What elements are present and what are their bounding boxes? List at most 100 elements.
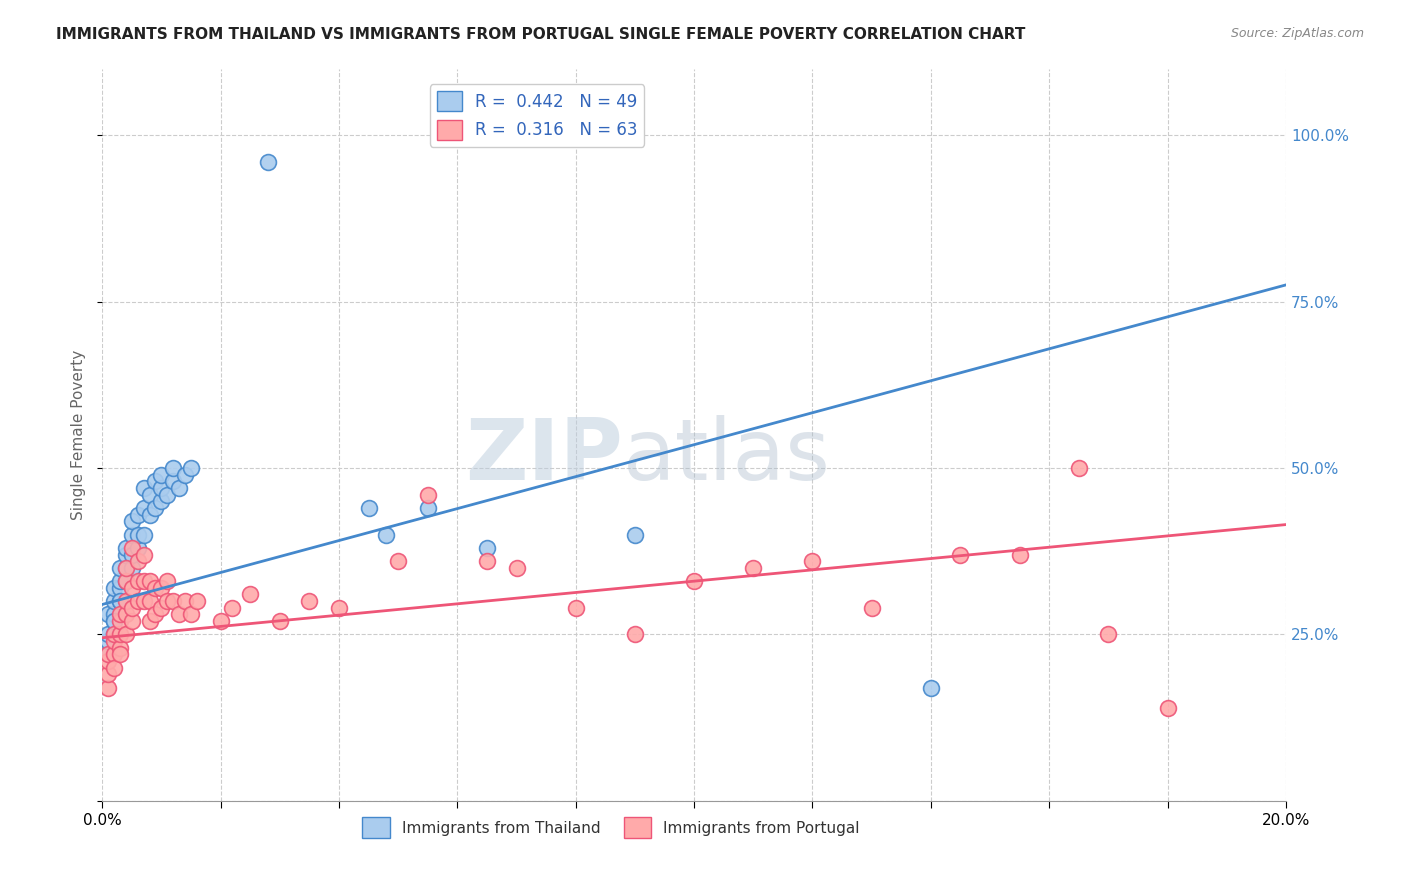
Point — [801, 554, 824, 568]
Point — [121, 614, 143, 628]
Point — [860, 600, 883, 615]
Point — [103, 627, 125, 641]
Point — [103, 648, 125, 662]
Point — [138, 508, 160, 522]
Point — [132, 574, 155, 589]
Point — [145, 607, 167, 622]
Text: atlas: atlas — [623, 415, 831, 498]
Point — [127, 594, 149, 608]
Text: ZIP: ZIP — [465, 415, 623, 498]
Point — [150, 467, 173, 482]
Point — [127, 508, 149, 522]
Point — [115, 574, 138, 589]
Point — [328, 600, 350, 615]
Point — [97, 627, 120, 641]
Point — [108, 648, 131, 662]
Point — [103, 661, 125, 675]
Point — [145, 500, 167, 515]
Point — [624, 527, 647, 541]
Point — [920, 681, 942, 695]
Point — [505, 561, 527, 575]
Point — [121, 561, 143, 575]
Point — [108, 594, 131, 608]
Point — [108, 581, 131, 595]
Point — [138, 614, 160, 628]
Point — [97, 654, 120, 668]
Point — [138, 574, 160, 589]
Point — [132, 527, 155, 541]
Point — [150, 481, 173, 495]
Point — [257, 154, 280, 169]
Point — [108, 594, 131, 608]
Point — [138, 488, 160, 502]
Point — [121, 581, 143, 595]
Point — [156, 574, 179, 589]
Point — [132, 500, 155, 515]
Point — [174, 594, 197, 608]
Point — [150, 494, 173, 508]
Point — [127, 541, 149, 555]
Point — [127, 527, 149, 541]
Point — [127, 574, 149, 589]
Point — [949, 548, 972, 562]
Text: Source: ZipAtlas.com: Source: ZipAtlas.com — [1230, 27, 1364, 40]
Point — [180, 607, 202, 622]
Point — [1156, 700, 1178, 714]
Point — [132, 594, 155, 608]
Point — [121, 600, 143, 615]
Point — [121, 514, 143, 528]
Point — [298, 594, 321, 608]
Text: IMMIGRANTS FROM THAILAND VS IMMIGRANTS FROM PORTUGAL SINGLE FEMALE POVERTY CORRE: IMMIGRANTS FROM THAILAND VS IMMIGRANTS F… — [56, 27, 1025, 42]
Point — [156, 488, 179, 502]
Point — [132, 481, 155, 495]
Point — [742, 561, 765, 575]
Point — [624, 627, 647, 641]
Point — [115, 561, 138, 575]
Point — [162, 475, 184, 489]
Point — [121, 541, 143, 555]
Point — [221, 600, 243, 615]
Point — [150, 581, 173, 595]
Point — [103, 614, 125, 628]
Point — [145, 475, 167, 489]
Point — [103, 581, 125, 595]
Point — [387, 554, 409, 568]
Legend: Immigrants from Thailand, Immigrants from Portugal: Immigrants from Thailand, Immigrants fro… — [356, 811, 866, 845]
Point — [156, 594, 179, 608]
Point — [115, 548, 138, 562]
Point — [162, 461, 184, 475]
Point — [127, 554, 149, 568]
Point — [269, 614, 291, 628]
Point — [97, 634, 120, 648]
Point — [115, 627, 138, 641]
Point — [475, 541, 498, 555]
Point — [103, 614, 125, 628]
Point — [180, 461, 202, 475]
Point — [162, 594, 184, 608]
Point — [108, 561, 131, 575]
Point — [97, 648, 120, 662]
Point — [97, 667, 120, 681]
Point — [475, 554, 498, 568]
Point — [103, 607, 125, 622]
Point — [167, 607, 190, 622]
Point — [416, 500, 439, 515]
Point — [115, 594, 138, 608]
Point — [108, 607, 131, 622]
Point — [138, 594, 160, 608]
Point — [121, 548, 143, 562]
Point — [103, 627, 125, 641]
Point — [209, 614, 232, 628]
Point — [115, 541, 138, 555]
Point — [145, 581, 167, 595]
Point — [108, 614, 131, 628]
Point — [108, 627, 131, 641]
Point — [564, 600, 586, 615]
Point — [174, 467, 197, 482]
Point — [357, 500, 380, 515]
Point — [103, 634, 125, 648]
Y-axis label: Single Female Poverty: Single Female Poverty — [72, 350, 86, 520]
Point — [108, 640, 131, 655]
Point — [186, 594, 208, 608]
Point — [115, 574, 138, 589]
